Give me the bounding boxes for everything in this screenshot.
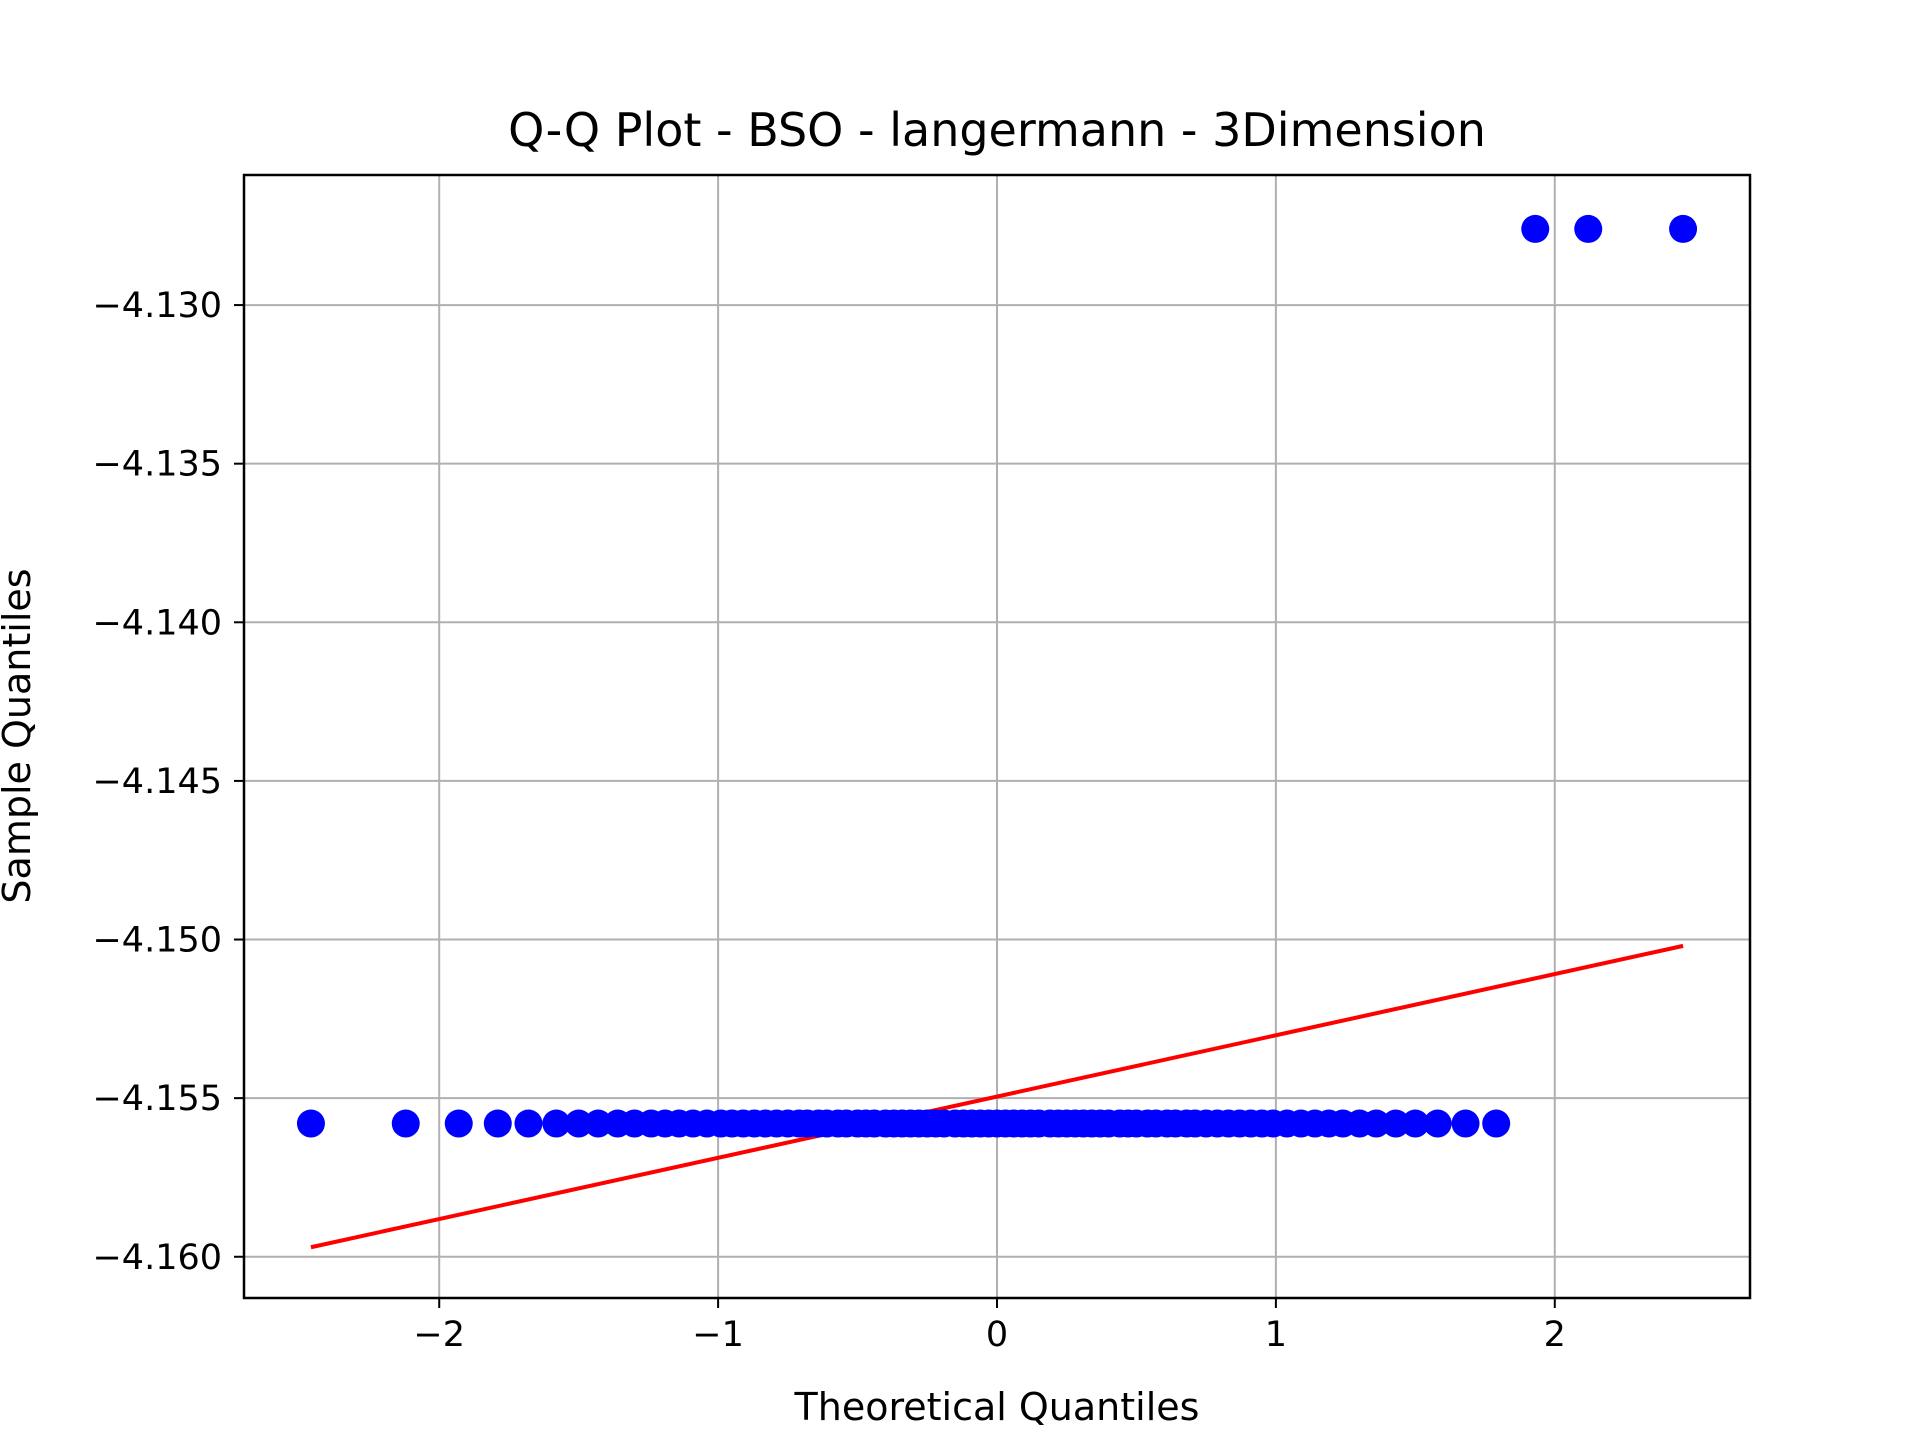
data-points [296,214,1698,1138]
x-axis-label: Theoretical Quantiles [794,1385,1200,1429]
y-tick-label: −4.130 [92,286,222,326]
data-point [564,1109,593,1138]
chart-title: Q-Q Plot - BSO - langermann - 3Dimension [508,103,1486,157]
data-point [1669,214,1698,243]
data-point [391,1109,420,1138]
grid-lines [244,175,1750,1298]
x-tick-label: 1 [1265,1315,1287,1355]
x-tick-label: 2 [1544,1315,1566,1355]
y-axis-ticks: −4.160 −4.155 −4.150 −4.145 −4.140 −4.135 −4.1… [92,286,244,1278]
x-tick-label: 0 [986,1315,1008,1355]
reference-line [310,943,1684,1250]
data-point [1401,1109,1430,1138]
data-point [1381,1109,1410,1138]
y-tick-label: −4.150 [92,921,222,961]
data-point [1451,1109,1480,1138]
data-point [483,1109,512,1138]
data-point [584,1109,613,1138]
y-tick-label: −4.135 [92,445,222,485]
y-tick-label: −4.145 [92,762,222,802]
y-tick-label: −4.140 [92,603,222,643]
data-point [1423,1109,1452,1138]
reference-line-layer [310,943,1684,1250]
data-point [1362,1109,1391,1138]
y-tick-label: −4.155 [92,1079,222,1119]
x-tick-label: −2 [413,1315,465,1355]
data-point [1574,214,1603,243]
data-point [1482,1109,1511,1138]
y-axis-label: Sample Quantiles [0,568,39,903]
x-axis-ticks: −2 −1 0 1 2 [413,1298,1566,1355]
x-tick-label: −1 [692,1315,744,1355]
data-point [514,1109,543,1138]
data-point [1521,214,1550,243]
data-point [542,1109,571,1138]
data-point [296,1109,325,1138]
y-tick-label: −4.160 [92,1238,222,1278]
data-point [444,1109,473,1138]
